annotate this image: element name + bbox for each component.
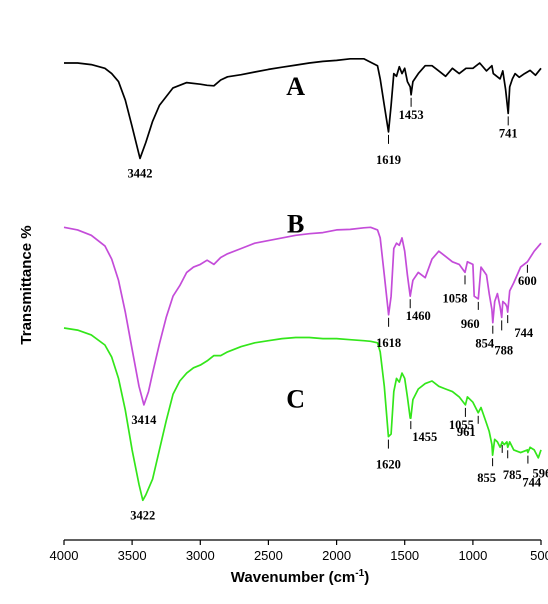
peak-label-a-3442: 3442 bbox=[128, 166, 153, 180]
peak-label-c-1455: 1455 bbox=[412, 430, 437, 444]
x-tick-label-3000: 3000 bbox=[186, 548, 215, 563]
x-axis-title-close: ) bbox=[364, 569, 369, 586]
series-line-c bbox=[63, 327, 542, 502]
series-line-b bbox=[63, 226, 542, 406]
x-axis-title-sup: -1 bbox=[355, 568, 364, 579]
x-tick-label-2000: 2000 bbox=[322, 548, 351, 563]
peak-label-b-600: 600 bbox=[518, 274, 537, 288]
peak-label-c-785: 785 bbox=[503, 468, 522, 482]
x-tick-label-2500: 2500 bbox=[254, 548, 283, 563]
x-axis-title: Wavenumber (cm-1) bbox=[231, 568, 369, 586]
y-axis-title: Transmittance % bbox=[18, 225, 35, 344]
peak-label-a-1453: 1453 bbox=[399, 108, 424, 122]
peak-label-b-744: 744 bbox=[514, 326, 534, 340]
series-label-c: C bbox=[286, 385, 305, 414]
x-tick-label-3500: 3500 bbox=[118, 548, 147, 563]
peak-label-b-1058: 1058 bbox=[443, 291, 468, 305]
peak-label-a-741: 741 bbox=[499, 126, 518, 140]
peak-label-b-788: 788 bbox=[494, 343, 513, 357]
x-tick-label-500: 500 bbox=[530, 548, 548, 563]
peak-label-b-1618: 1618 bbox=[376, 336, 401, 350]
peak-label-b-1460: 1460 bbox=[406, 309, 431, 323]
peak-label-c-1620: 1620 bbox=[376, 458, 401, 472]
peak-annotations-group: 3442 1619 1453 741 3414 1618 1460 1058 960 854 788… bbox=[128, 97, 548, 522]
series-label-b: B bbox=[287, 210, 304, 239]
peak-label-c-744: 744 bbox=[522, 475, 542, 489]
peak-label-c-596: 596 bbox=[533, 467, 548, 481]
x-tick-label-4000: 4000 bbox=[50, 548, 79, 563]
series-line-a bbox=[64, 57, 542, 160]
peak-label-c-961: 961 bbox=[457, 425, 476, 439]
peak-label-b-3414: 3414 bbox=[131, 413, 157, 427]
series-label-a: A bbox=[286, 72, 305, 101]
peak-label-c-1055: 1055 bbox=[449, 418, 474, 432]
x-axis-title-main: Wavenumber (cm bbox=[231, 569, 355, 586]
peak-label-b-960: 960 bbox=[461, 317, 480, 331]
peak-label-c-855: 855 bbox=[477, 471, 496, 485]
x-tick-label-1500: 1500 bbox=[390, 548, 419, 563]
x-tick-label-1000: 1000 bbox=[458, 548, 487, 563]
peak-label-c-3422: 3422 bbox=[130, 508, 155, 522]
series-labels-group: A B C bbox=[286, 72, 305, 414]
x-ticks-group: 4000 3500 3000 2500 2000 1500 1000 500 bbox=[50, 540, 548, 563]
peak-label-b-854: 854 bbox=[475, 337, 495, 351]
peak-label-a-1619: 1619 bbox=[376, 153, 401, 167]
spectra-group bbox=[63, 57, 542, 502]
